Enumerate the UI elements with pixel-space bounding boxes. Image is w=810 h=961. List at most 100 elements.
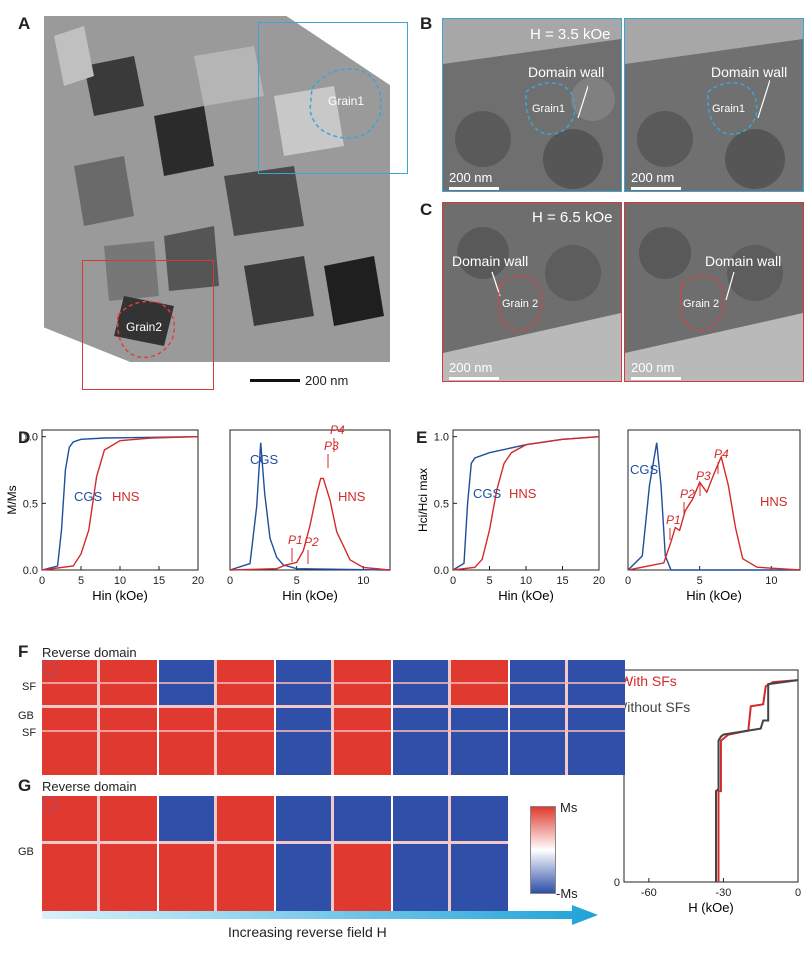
y-tick-label: 0: [614, 877, 620, 889]
scale-bar-c1: [449, 377, 499, 380]
field-label-b: H = 3.5 kOe: [530, 26, 611, 43]
series-line-hns: [452, 436, 600, 571]
grain-region: [450, 843, 508, 911]
legend-hns-e: HNS: [509, 486, 537, 501]
grain-region: [450, 707, 508, 775]
grain-region: [333, 796, 391, 841]
simulation-frame: [393, 660, 508, 775]
grain2-label-c2: Grain 2: [683, 298, 720, 310]
lorentz-image-b-right: [624, 18, 804, 192]
grain-boundary-v: [448, 796, 451, 911]
grain-boundary-v: [565, 660, 568, 775]
legend-hns-d: HNS: [112, 489, 140, 504]
grain-boundary-v: [97, 660, 100, 775]
grain-boundary-h: [393, 841, 508, 844]
grain1-highlight-box: [258, 22, 408, 174]
scale-text-c1: 200 nm: [449, 360, 493, 375]
scale-text-b2: 200 nm: [631, 170, 675, 185]
grain-boundary-h: [510, 705, 625, 708]
x-tick-label: 15: [153, 575, 165, 587]
plot-frame: [623, 669, 799, 883]
gb-label-g: GB: [18, 846, 34, 858]
grain-region: [99, 796, 157, 841]
series-line-hns: [627, 454, 801, 571]
stacking-fault: [393, 682, 508, 684]
grain-region: [567, 707, 625, 775]
grain-region: [99, 843, 157, 911]
x-axis-label: Hin (kOe): [282, 588, 338, 603]
label-cgs-dr: CGS: [250, 452, 279, 467]
y-tick-label: 0.5: [23, 498, 38, 510]
reverse-domain-nucleus: [42, 796, 58, 812]
simulation-frame: [159, 660, 274, 775]
stacking-fault: [510, 682, 625, 684]
grain-boundary-v: [97, 796, 100, 911]
domain-wall-label-b1: Domain wall: [528, 64, 605, 80]
reverse-domain-nucleus: [42, 660, 58, 676]
series-line-without-sfs: [715, 679, 799, 882]
grain1-label-b1: Grain1: [532, 103, 566, 115]
legend-cgs-d: CGS: [74, 489, 103, 504]
sf-label-1: SF: [22, 681, 37, 693]
x-axis-label: Hin (kOe): [498, 588, 554, 603]
chart-e-left: 0 5 10 15 20 0.0 0.5 1.0 Hin (kOe) Hci/Hci max CGS…: [416, 429, 605, 603]
stacking-fault: [159, 682, 274, 684]
panel-label-c: C: [420, 200, 433, 219]
grain-boundary-h: [276, 841, 391, 844]
grain-boundary-v: [331, 660, 334, 775]
label-hns-dr: HNS: [338, 489, 366, 504]
panel-label-d: D: [18, 428, 31, 447]
grain-region: [216, 796, 274, 841]
x-tick-label: 0: [227, 575, 233, 587]
reverse-domain-label-g: Reverse domain: [42, 779, 137, 794]
reverse-domain-label-f: Reverse domain: [42, 645, 137, 660]
grain-boundary-h: [42, 705, 157, 708]
grain-boundary-h: [159, 705, 274, 708]
grain-region: [393, 707, 448, 775]
x-tick-label: 15: [556, 575, 568, 587]
grain-region: [276, 707, 331, 775]
scale-text-a: 200 nm: [305, 373, 349, 388]
grain-texture: [44, 16, 390, 362]
x-tick-label: 5: [486, 575, 492, 587]
lorentz-image-c-right: [624, 202, 804, 382]
chart-d-left: 0 5 10 15 20 0.0 0.5 1.0 Hin (kOe) M/Ms CGS HNS: [5, 429, 204, 603]
peak-label-e4: P4: [714, 447, 729, 461]
gb-label-f: GB: [18, 710, 34, 722]
grain-boundary-v: [331, 796, 334, 911]
scale-bar-b1: [449, 187, 499, 190]
panel-label-a: A: [18, 14, 31, 33]
x-tick-label: -30: [715, 887, 731, 899]
peak-label-2: P2: [304, 535, 319, 549]
plot-frame: [229, 429, 391, 571]
tem-micrograph-a: [44, 16, 390, 362]
grain-boundary-v: [214, 660, 217, 775]
series-line-cgs: [627, 442, 800, 571]
grain2-label-a: Grain2: [126, 320, 163, 334]
y-tick-label: 0.5: [434, 498, 449, 510]
grain-region: [42, 796, 97, 841]
grain-region: [276, 796, 331, 841]
grain1-outline-b2: [707, 79, 770, 135]
grain1-outline-b1: [525, 82, 588, 135]
simulation-frame: [510, 660, 625, 775]
grain2-outline: [116, 300, 175, 359]
grain-boundary-v: [214, 796, 217, 911]
grain-region: [42, 707, 97, 775]
simulation-frame: [42, 660, 157, 775]
grain2-label-c1: Grain 2: [502, 298, 539, 310]
simulation-frame: [159, 796, 274, 911]
grain1-label-b2: Grain1: [712, 103, 746, 115]
stacking-fault: [159, 730, 274, 732]
grain-boundary-h: [42, 841, 157, 844]
panel-label-g: G: [18, 776, 32, 795]
x-tick-label: 0: [450, 575, 456, 587]
colorbar-min-label: -Ms: [556, 886, 578, 901]
x-tick-label: 0: [625, 575, 631, 587]
grain-boundary-v: [448, 660, 451, 775]
x-tick-label: 5: [697, 575, 703, 587]
x-tick-label: 10: [357, 575, 369, 587]
stacking-fault: [276, 682, 391, 684]
grain-boundary-h: [276, 705, 391, 708]
simulation-frame: [276, 796, 391, 911]
